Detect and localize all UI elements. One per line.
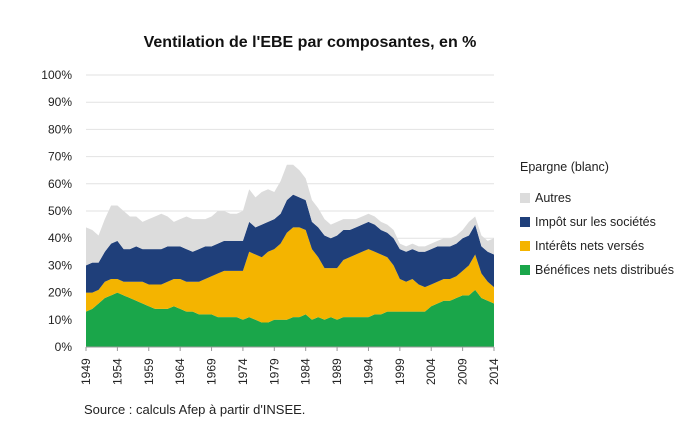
- area-impot-sur-les-societes: [86, 194, 494, 293]
- stacked-areas: [86, 164, 494, 347]
- y-tick-label: 0%: [55, 340, 73, 354]
- x-tick-label: 1954: [110, 358, 124, 385]
- legend-heading: Epargne (blanc): [520, 160, 609, 174]
- legend-label: Impôt sur les sociétés: [535, 215, 656, 229]
- legend: Epargne (blanc) Autres Impôt sur les soci…: [520, 160, 674, 282]
- x-tick-label: 1964: [173, 358, 187, 385]
- legend-swatch: [520, 217, 530, 227]
- x-tick-label: 1979: [267, 358, 281, 385]
- y-tick-label: 100%: [41, 68, 72, 82]
- y-tick-label: 20%: [48, 286, 72, 300]
- x-axis-ticks: 1949 1954 1959 1964 1969 1974 1979 1984 1989 1994…: [79, 347, 501, 385]
- legend-swatch: [520, 241, 530, 251]
- x-tick-label: 1984: [299, 358, 313, 385]
- area-benefices-nets-distribues: [86, 289, 494, 347]
- x-tick-label: 1969: [205, 358, 219, 385]
- legend-swatch: [520, 265, 530, 275]
- y-tick-label: 80%: [48, 122, 72, 136]
- y-tick-label: 90%: [48, 95, 72, 109]
- legend-item: Bénéfices nets distribués: [520, 258, 674, 282]
- x-tick-label: 1974: [236, 358, 250, 385]
- y-tick-label: 50%: [48, 204, 72, 218]
- legend-label: Autres: [535, 191, 572, 205]
- area-interets-nets-verses: [86, 227, 494, 323]
- y-tick-label: 30%: [48, 258, 72, 272]
- y-tick-label: 70%: [48, 150, 72, 164]
- y-tick-label: 10%: [48, 313, 72, 327]
- x-tick-label: 2014: [487, 358, 501, 385]
- y-tick-label: 40%: [48, 231, 72, 245]
- legend-label: Bénéfices nets distribués: [535, 263, 674, 277]
- y-tick-label: 60%: [48, 177, 72, 191]
- x-tick-label: 1959: [142, 358, 156, 385]
- source-note: Source : calculs Afep à partir d'INSEE.: [84, 402, 306, 417]
- legend-swatch: [520, 193, 530, 203]
- x-tick-label: 1999: [393, 358, 407, 385]
- x-tick-label: 1994: [361, 358, 375, 385]
- legend-item: Impôt sur les sociétés: [520, 210, 674, 234]
- legend-label: Intérêts nets versés: [535, 239, 645, 253]
- x-tick-label: 2009: [456, 358, 470, 385]
- legend-item: Autres: [520, 186, 674, 210]
- legend-item: Intérêts nets versés: [520, 234, 674, 258]
- x-tick-label: 1989: [330, 358, 344, 385]
- y-axis-ticks: 0% 10% 20% 30% 40% 50% 60% 70% 80% 90% 100%: [41, 68, 72, 354]
- chart-title: Ventilation de l'EBE par composantes, en…: [143, 34, 477, 51]
- x-tick-label: 2004: [424, 358, 438, 385]
- x-tick-label: 1949: [79, 358, 93, 385]
- area-autres: [86, 164, 494, 266]
